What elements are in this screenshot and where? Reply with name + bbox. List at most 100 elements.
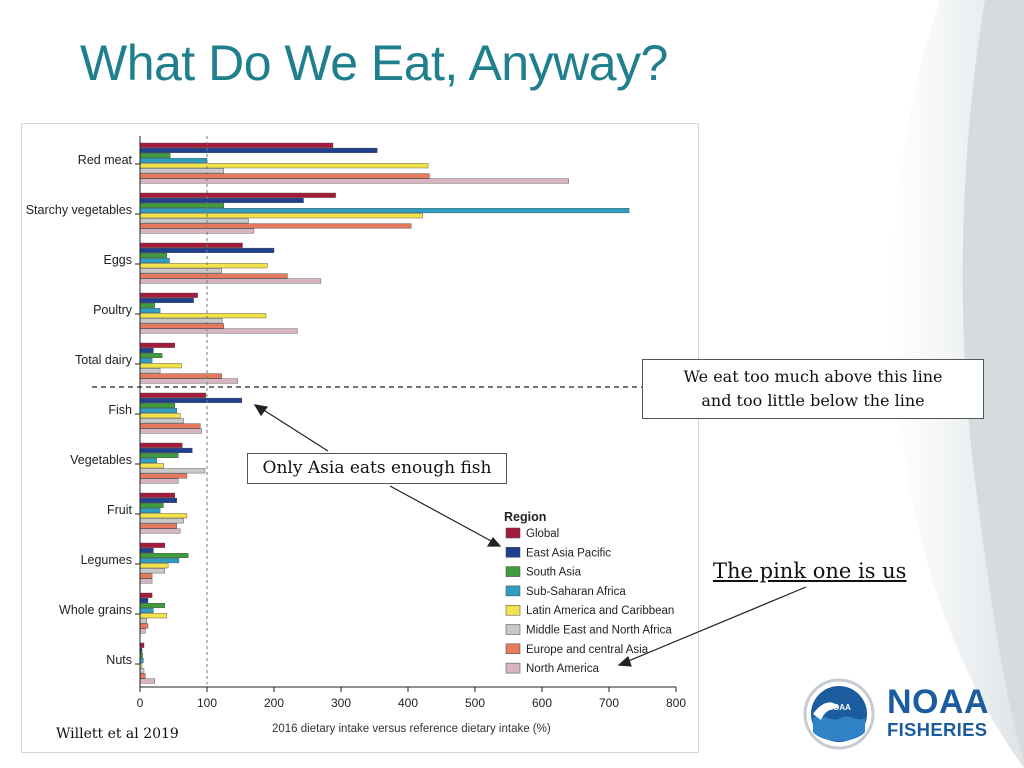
legend-label-europe-and-central-asia: Europe and central Asia (526, 644, 649, 656)
noaa-wordmark: NOAA (887, 683, 990, 721)
bar-total-dairy-middle-east-and-north-africa (139, 368, 161, 374)
pink-one-note: The pink one is us (713, 559, 907, 583)
bar-red-meat-latin-america-and-caribbean (139, 163, 429, 169)
bar-whole-grains-latin-america-and-caribbean (139, 613, 167, 619)
bar-whole-grains-global (139, 592, 153, 598)
bar-poultry-global (139, 292, 198, 298)
legend-swatch-south-asia (505, 566, 521, 577)
bar-poultry-latin-america-and-caribbean (139, 313, 267, 319)
bar-eggs-latin-america-and-caribbean (139, 263, 268, 269)
bar-fruit-global (139, 492, 175, 498)
annotation-arrows (253, 404, 807, 667)
bar-poultry-europe-and-central-asia (139, 323, 225, 329)
arrow-pink-to-legend (625, 586, 807, 663)
bar-vegetables-sub-saharan-africa (139, 458, 157, 464)
legend-label-east-asia-pacific: East Asia Pacific (526, 547, 611, 559)
bar-fruit-latin-america-and-caribbean (139, 513, 188, 519)
bar-fruit-europe-and-central-asia (139, 523, 177, 529)
bar-whole-grains-north-america (139, 628, 146, 634)
bar-fish-east-asia-pacific (139, 397, 243, 403)
bar-legumes-sub-saharan-africa (139, 558, 180, 564)
bar-starchy-vegetables-middle-east-and-north-africa (139, 218, 249, 224)
bar-fish-middle-east-and-north-africa (139, 418, 184, 424)
x-tick-label-200: 200 (264, 696, 284, 710)
bar-nuts-global (139, 642, 145, 648)
bar-starchy-vegetables-east-asia-pacific (139, 197, 304, 203)
legend-swatch-latin-america-and-caribbean (505, 604, 521, 616)
bar-legumes-europe-and-central-asia (139, 573, 153, 579)
bar-vegetables-north-america (139, 478, 179, 484)
bar-legumes-middle-east-and-north-africa (139, 568, 165, 574)
bar-legumes-global (139, 542, 165, 548)
axis-group: Red meat Starchy vegetables Eggs Poultry Tot… (26, 153, 687, 710)
arrow-fish-to-legend (389, 485, 494, 543)
callout-above-below-line: We eat too much above this line and too … (642, 359, 984, 419)
bar-legumes-north-america (139, 578, 153, 584)
bars-group (139, 142, 630, 684)
bar-starchy-vegetables-global (139, 192, 336, 198)
legend-swatch-global (505, 527, 521, 539)
x-tick-label-100: 100 (197, 696, 217, 710)
bar-total-dairy-north-america (139, 378, 239, 384)
slide-title: What Do We Eat, Anyway? (80, 35, 668, 91)
x-tick-label-300: 300 (331, 696, 351, 710)
category-label-starchy-vegetables: Starchy vegetables (26, 203, 132, 217)
x-tick-label-600: 600 (532, 696, 552, 710)
bar-vegetables-east-asia-pacific (139, 447, 193, 453)
bar-fruit-south-asia (139, 503, 164, 509)
bar-nuts-europe-and-central-asia (139, 673, 146, 679)
arrowhead-pink (617, 655, 632, 667)
arrowhead-fish (253, 404, 269, 417)
bar-starchy-vegetables-latin-america-and-caribbean (139, 213, 423, 219)
bar-fish-north-america (139, 428, 202, 434)
bar-eggs-global (139, 242, 243, 248)
bar-fish-europe-and-central-asia (139, 423, 201, 429)
bar-legumes-east-asia-pacific (139, 547, 154, 553)
bar-red-meat-middle-east-and-north-africa (139, 168, 225, 174)
bar-poultry-east-asia-pacific (139, 297, 194, 303)
bar-fish-latin-america-and-caribbean (139, 413, 181, 419)
bar-fish-global (139, 392, 206, 398)
bar-total-dairy-latin-america-and-caribbean (139, 363, 182, 369)
bar-legumes-south-asia (139, 553, 189, 559)
bar-vegetables-europe-and-central-asia (139, 473, 188, 479)
bar-starchy-vegetables-south-asia (139, 202, 225, 208)
bar-starchy-vegetables-north-america (139, 228, 255, 234)
bar-vegetables-middle-east-and-north-africa (139, 468, 206, 474)
legend-swatch-east-asia-pacific (505, 547, 521, 558)
bar-eggs-europe-and-central-asia (139, 273, 288, 279)
legend-label-sub-saharan-africa: Sub-Saharan Africa (526, 586, 626, 598)
bar-fruit-sub-saharan-africa (139, 508, 161, 514)
bar-whole-grains-middle-east-and-north-africa (139, 618, 147, 624)
x-axis-title: 2016 dietary intake versus reference die… (272, 723, 551, 735)
legend-swatch-europe-and-central-asia (505, 643, 521, 655)
bar-total-dairy-sub-saharan-africa (139, 358, 153, 364)
bar-fruit-middle-east-and-north-africa (139, 518, 184, 524)
arrow-fish-to-bar (261, 408, 329, 452)
legend-label-middle-east-and-north-africa: Middle East and North Africa (526, 625, 672, 637)
category-label-fruit: Fruit (107, 503, 133, 517)
bar-eggs-north-america (139, 278, 322, 284)
fisheries-wordmark: FISHERIES (887, 719, 988, 740)
legend: Region Global East Asia Pacific South Asia S… (504, 510, 674, 675)
noaa-seal-icon: NOAA (803, 678, 875, 750)
bar-vegetables-latin-america-and-caribbean (139, 463, 164, 469)
bar-whole-grains-south-asia (139, 603, 165, 609)
bar-fruit-north-america (139, 528, 181, 534)
arrowhead-legend (486, 536, 502, 547)
legend-swatch-north-america (505, 662, 521, 674)
bar-total-dairy-south-asia (139, 353, 163, 359)
category-label-vegetables: Vegetables (70, 453, 132, 467)
x-tick-label-400: 400 (398, 696, 418, 710)
callout-line-text-1: We eat too much above this line (683, 367, 943, 386)
x-tick-label-800: 800 (666, 696, 686, 710)
bar-poultry-south-asia (139, 303, 155, 309)
bar-total-dairy-europe-and-central-asia (139, 373, 222, 379)
category-label-poultry: Poultry (93, 303, 133, 317)
citation: Willett et al 2019 (56, 726, 179, 742)
bar-vegetables-global (139, 442, 183, 448)
bar-eggs-middle-east-and-north-africa (139, 268, 222, 274)
bar-red-meat-europe-and-central-asia (139, 173, 430, 179)
category-label-red-meat: Red meat (78, 153, 133, 167)
